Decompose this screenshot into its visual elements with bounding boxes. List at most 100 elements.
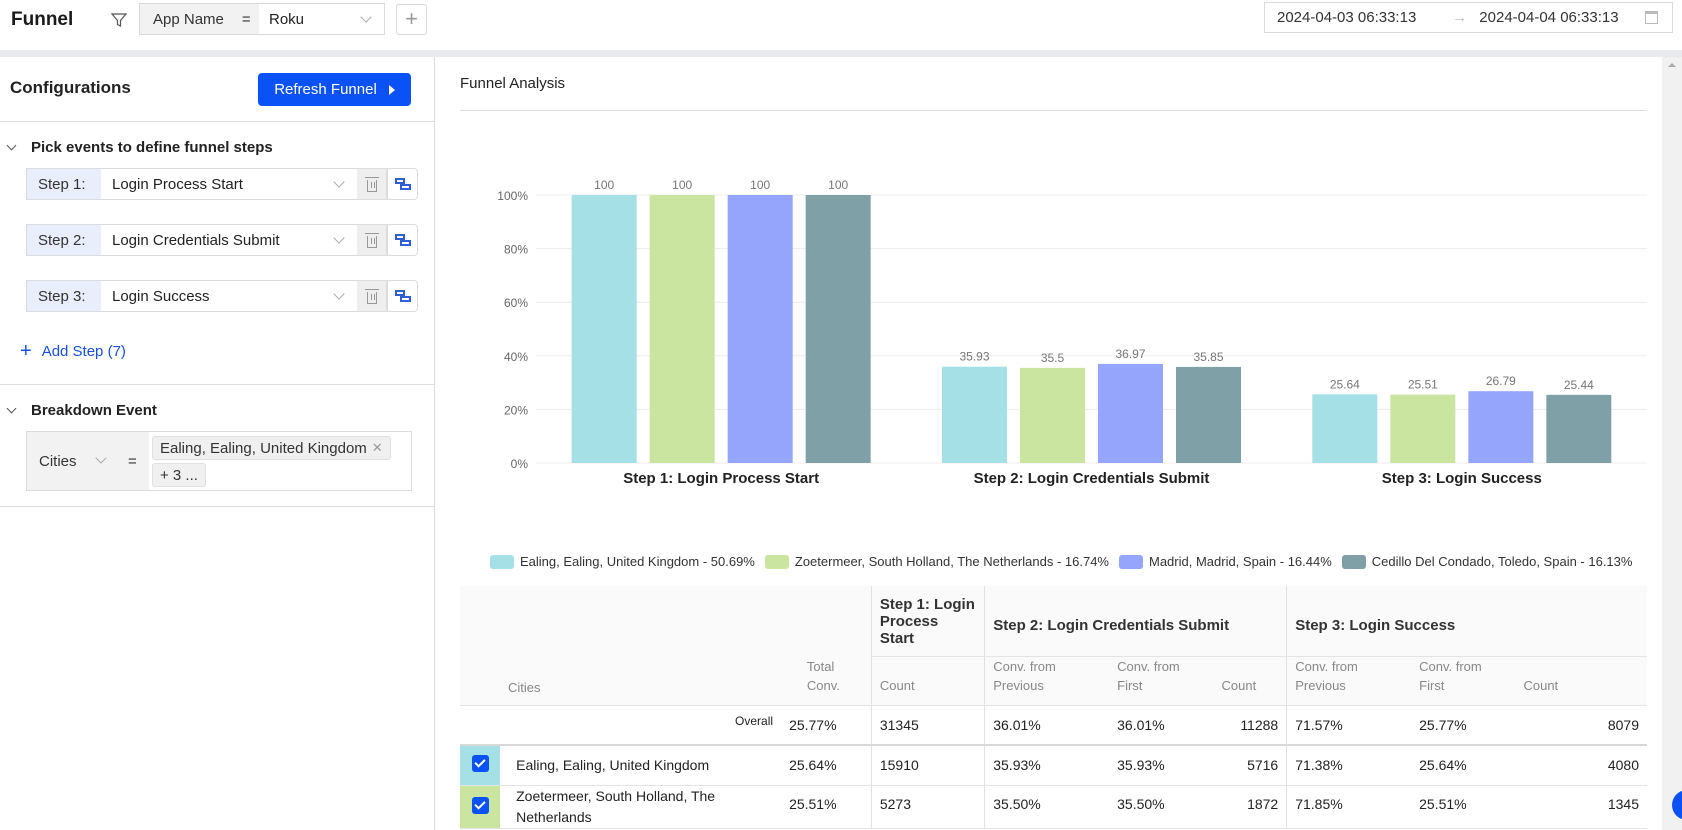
table-cell: 25.64%: [781, 745, 872, 786]
table-cell: 5273: [870, 785, 985, 829]
breakdown-operator: =: [128, 452, 137, 470]
legend-item[interactable]: Cedillo Del Condado, Toledo, Spain - 16.…: [1341, 554, 1633, 569]
step-row-1: Step 1: Login Process Start: [26, 168, 388, 200]
chart-legend: Ealing, Ealing, United Kingdom - 50.69% Z…: [490, 554, 1642, 569]
col-conv-first: Conv. from First: [1411, 656, 1516, 706]
bar: [942, 366, 1007, 463]
plus-icon: +: [20, 340, 32, 362]
step-flow-button[interactable]: [386, 168, 418, 200]
legend-label: Ealing, Ealing, United Kingdom - 50.69%: [520, 554, 755, 569]
col-count: Count: [1213, 656, 1287, 706]
steps-section-toggle[interactable]: Pick events to define funnel steps: [6, 139, 273, 156]
table-cell: 5716: [1213, 745, 1287, 786]
table-cell: 25.64%: [1411, 745, 1516, 786]
top-bar: Funnel App Name = Roku + 2024-04-03 06:33…: [0, 0, 1682, 50]
legend-label: Cedillo Del Condado, Toledo, Spain - 16.…: [1371, 554, 1633, 569]
step2-header: Step 2: Login Credentials Submit: [984, 586, 1287, 657]
legend-item[interactable]: Madrid, Madrid, Spain - 16.44%: [1118, 554, 1332, 569]
legend-item[interactable]: Zoetermeer, South Holland, The Netherlan…: [764, 554, 1109, 569]
legend-label: Madrid, Madrid, Spain - 16.44%: [1148, 554, 1332, 569]
add-filter-button[interactable]: +: [396, 4, 427, 35]
refresh-funnel-button[interactable]: Refresh Funnel: [258, 73, 411, 106]
table-cell: 35.93%: [984, 745, 1110, 786]
step-event-select[interactable]: Login Process Start: [101, 169, 357, 199]
add-step-button[interactable]: + Add Step (7): [20, 340, 126, 363]
divider: [460, 110, 1647, 111]
date-range-picker[interactable]: 2024-04-03 06:33:13 → 2024-04-04 06:33:1…: [1264, 2, 1673, 33]
filter-operator: =: [241, 10, 251, 28]
app-filter[interactable]: App Name = Roku: [139, 3, 385, 35]
chevron-down-icon: [95, 452, 107, 464]
y-tick-label: 40%: [504, 350, 528, 364]
overall-cell: 8079: [1515, 705, 1647, 746]
calendar-icon[interactable]: [1645, 11, 1658, 24]
bar: [1020, 367, 1085, 463]
table-cell: 35.50%: [984, 785, 1110, 829]
breakdown-values[interactable]: Ealing, Ealing, United Kingdom ✕ + 3 ...: [149, 432, 411, 490]
table-row: Zoetermeer, South Holland, The Netherlan…: [460, 785, 1647, 829]
filter-value-select[interactable]: Roku: [259, 4, 384, 34]
legend-swatch: [1341, 554, 1366, 569]
bar-value-label: 35.93: [959, 350, 989, 364]
tag-label: Ealing, Ealing, United Kingdom: [160, 439, 367, 457]
delete-step-button[interactable]: [357, 225, 387, 255]
chevron-down-icon: [333, 288, 345, 300]
chevron-down-icon: [333, 176, 345, 188]
trash-icon: [365, 288, 379, 304]
more-tags[interactable]: + 3 ...: [152, 463, 206, 487]
delete-step-button[interactable]: [357, 169, 387, 199]
flow-icon-part: [400, 184, 411, 190]
table-row: Ealing, Ealing, United Kingdom 25.64% 1591…: [460, 745, 1647, 786]
step-event-select[interactable]: Login Success: [101, 281, 357, 311]
x-category-label: Step 3: Login Success: [1382, 470, 1542, 487]
legend-swatch: [764, 554, 789, 569]
breakdown-section-toggle[interactable]: Breakdown Event: [6, 402, 157, 419]
breakdown-filter: Cities = Ealing, Ealing, United Kingdom ✕ …: [26, 431, 412, 491]
scrollbar[interactable]: [1662, 57, 1682, 830]
analysis-title: Funnel Analysis: [460, 75, 566, 92]
x-category-label: Step 2: Login Credentials Submit: [974, 470, 1210, 487]
legend-swatch: [1118, 554, 1143, 569]
bar-value-label: 36.97: [1115, 347, 1145, 361]
add-step-label: Add Step (7): [41, 343, 126, 360]
col-total-conv: Total Conv.: [806, 658, 840, 693]
overall-cell: 11288: [1213, 705, 1287, 746]
table-cell: 4080: [1515, 745, 1647, 786]
start-date[interactable]: 2024-04-03 06:33:13: [1277, 9, 1417, 26]
y-tick-label: 60%: [504, 296, 528, 310]
step-event-select[interactable]: Login Credentials Submit: [101, 225, 357, 255]
overall-row: Overall 25.77% 31345 36.01% 36.01% 11288 71.57…: [460, 705, 1647, 746]
overall-cell: 71.57%: [1286, 705, 1412, 746]
flow-icon: [395, 234, 405, 240]
chat-button[interactable]: [1672, 790, 1682, 820]
row-color-cell: [460, 745, 501, 786]
page-title: Funnel: [11, 9, 74, 30]
table-cell: 71.85%: [1286, 785, 1412, 829]
breakdown-key-select[interactable]: Cities =: [27, 432, 149, 490]
city-name: Ealing, Ealing, United Kingdom: [500, 745, 782, 786]
filter-icon[interactable]: [110, 11, 128, 29]
divider: [0, 384, 435, 385]
bar: [1312, 394, 1378, 463]
row-checkbox[interactable]: [471, 755, 489, 773]
close-icon[interactable]: ✕: [371, 440, 383, 455]
bar: [1390, 394, 1456, 463]
step-flow-button[interactable]: [386, 280, 418, 312]
chevron-down-icon: [6, 403, 17, 414]
legend-item[interactable]: Ealing, Ealing, United Kingdom - 50.69%: [490, 554, 755, 569]
delete-step-button[interactable]: [357, 281, 387, 311]
overall-label: Overall: [460, 705, 782, 746]
row-color-cell: [460, 785, 501, 829]
overall-cell: 36.01%: [984, 705, 1110, 746]
table-cell: 25.51%: [1411, 785, 1516, 829]
bar-value-label: 25.51: [1408, 378, 1438, 392]
legend-label: Zoetermeer, South Holland, The Netherlan…: [794, 554, 1109, 569]
scroll-up-icon[interactable]: [1668, 63, 1676, 67]
trash-icon: [365, 232, 379, 248]
chevron-down-icon: [6, 140, 17, 151]
end-date[interactable]: 2024-04-04 06:33:13: [1479, 9, 1619, 26]
flow-icon-part: [400, 296, 411, 302]
row-checkbox[interactable]: [471, 796, 489, 814]
step-event: Login Credentials Submit: [112, 231, 280, 249]
step-flow-button[interactable]: [386, 224, 418, 256]
